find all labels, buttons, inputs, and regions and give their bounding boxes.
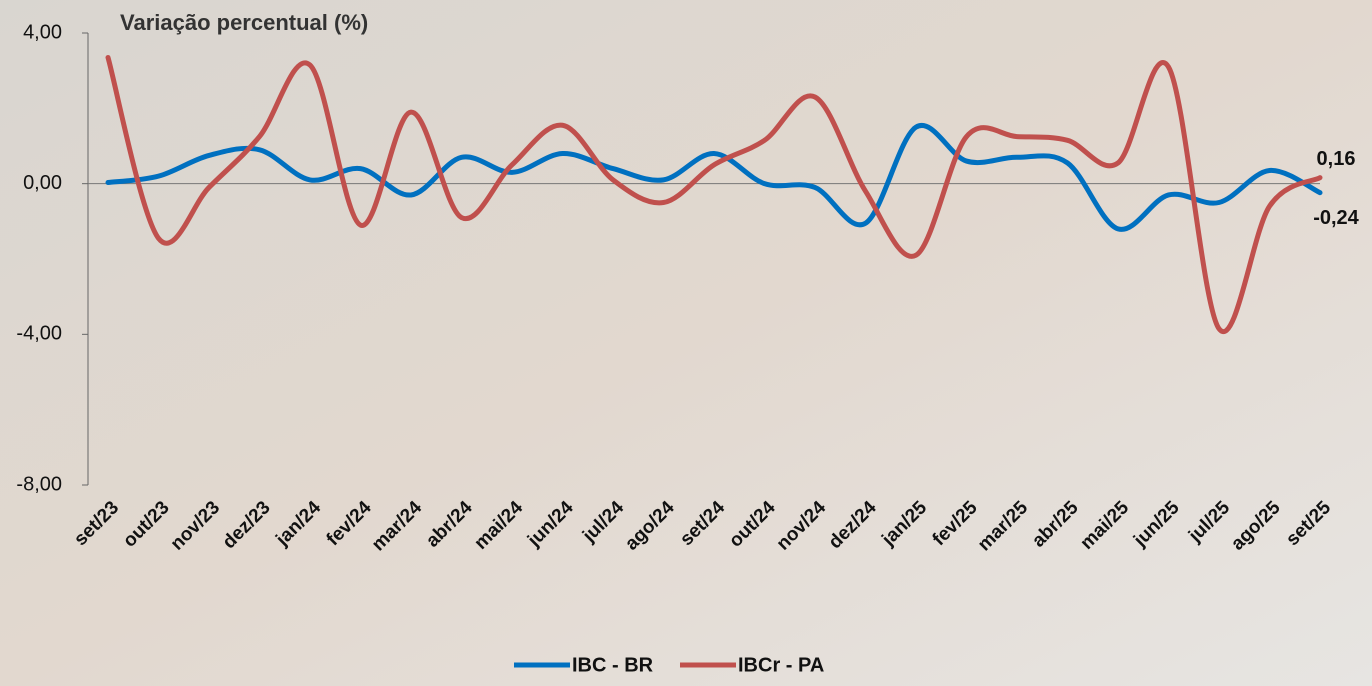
value-label: 0,16 — [1317, 148, 1356, 170]
series-line — [105, 54, 1323, 335]
y-tick-label: 4,00 — [23, 21, 62, 43]
legend-label: IBC - BR — [572, 654, 654, 676]
y-tick-label: -4,00 — [16, 323, 62, 345]
legend-label: IBCr - PA — [738, 654, 824, 676]
value-label: -0,24 — [1313, 207, 1359, 229]
chart-title: Variação percentual (%) — [120, 10, 368, 35]
y-tick-label: -8,00 — [16, 473, 62, 495]
series-line — [105, 122, 1323, 232]
y-tick-label: 0,00 — [23, 172, 62, 194]
